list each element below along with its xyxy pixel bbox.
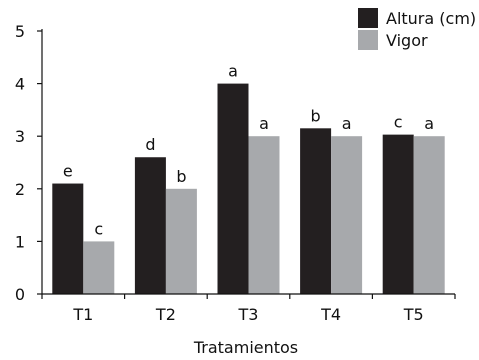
- x-tick-label: T2: [155, 305, 176, 324]
- bar-altura-t3: [217, 83, 249, 294]
- bar-vigor-t4: [331, 136, 363, 294]
- bar-vigor-t5: [413, 136, 445, 294]
- x-tick-label: T1: [72, 305, 93, 324]
- y-tick-label: 0: [15, 285, 25, 304]
- bars: [52, 83, 445, 294]
- legend: Altura (cm) Vigor: [358, 8, 476, 50]
- bar-letter-label: a: [342, 114, 352, 133]
- x-axis-title: Tratamientos: [193, 338, 298, 357]
- y-tick-label: 4: [15, 75, 25, 94]
- bar-letter-label: b: [311, 106, 321, 125]
- x-tick-label: T4: [320, 305, 341, 324]
- legend-label: Altura (cm): [386, 9, 476, 28]
- bar-altura-t1: [52, 183, 84, 294]
- legend-swatch: [358, 8, 378, 28]
- bar-altura-t2: [134, 157, 166, 294]
- bar-altura-t5: [382, 134, 414, 294]
- bar-labels: e d a b c c b a a a: [63, 62, 434, 239]
- bar-vigor-t3: [248, 136, 280, 294]
- legend-swatch: [358, 30, 378, 50]
- bar-letter-label: a: [228, 62, 238, 81]
- x-tick-label: T5: [403, 305, 424, 324]
- bar-vigor-t2: [165, 188, 197, 294]
- bar-letter-label: a: [424, 114, 434, 133]
- legend-label: Vigor: [386, 31, 428, 50]
- bar-altura-t4: [300, 128, 332, 294]
- y-tick-label: 5: [15, 22, 25, 41]
- bar-letter-label: e: [63, 162, 73, 181]
- bar-vigor-t1: [83, 241, 115, 294]
- y-axis: 0 1 2 3 4 5: [15, 22, 43, 304]
- y-tick-label: 2: [15, 180, 25, 199]
- bar-letter-label: c: [94, 219, 103, 238]
- y-tick-label: 3: [15, 127, 25, 146]
- x-axis: T1 T2 T3 T4 T5: [41, 293, 456, 324]
- x-tick-label: T3: [238, 305, 259, 324]
- bar-letter-label: c: [394, 113, 403, 132]
- y-tick-label: 1: [15, 232, 25, 251]
- bar-letter-label: d: [145, 135, 155, 154]
- bar-letter-label: b: [176, 167, 186, 186]
- bar-letter-label: a: [259, 114, 269, 133]
